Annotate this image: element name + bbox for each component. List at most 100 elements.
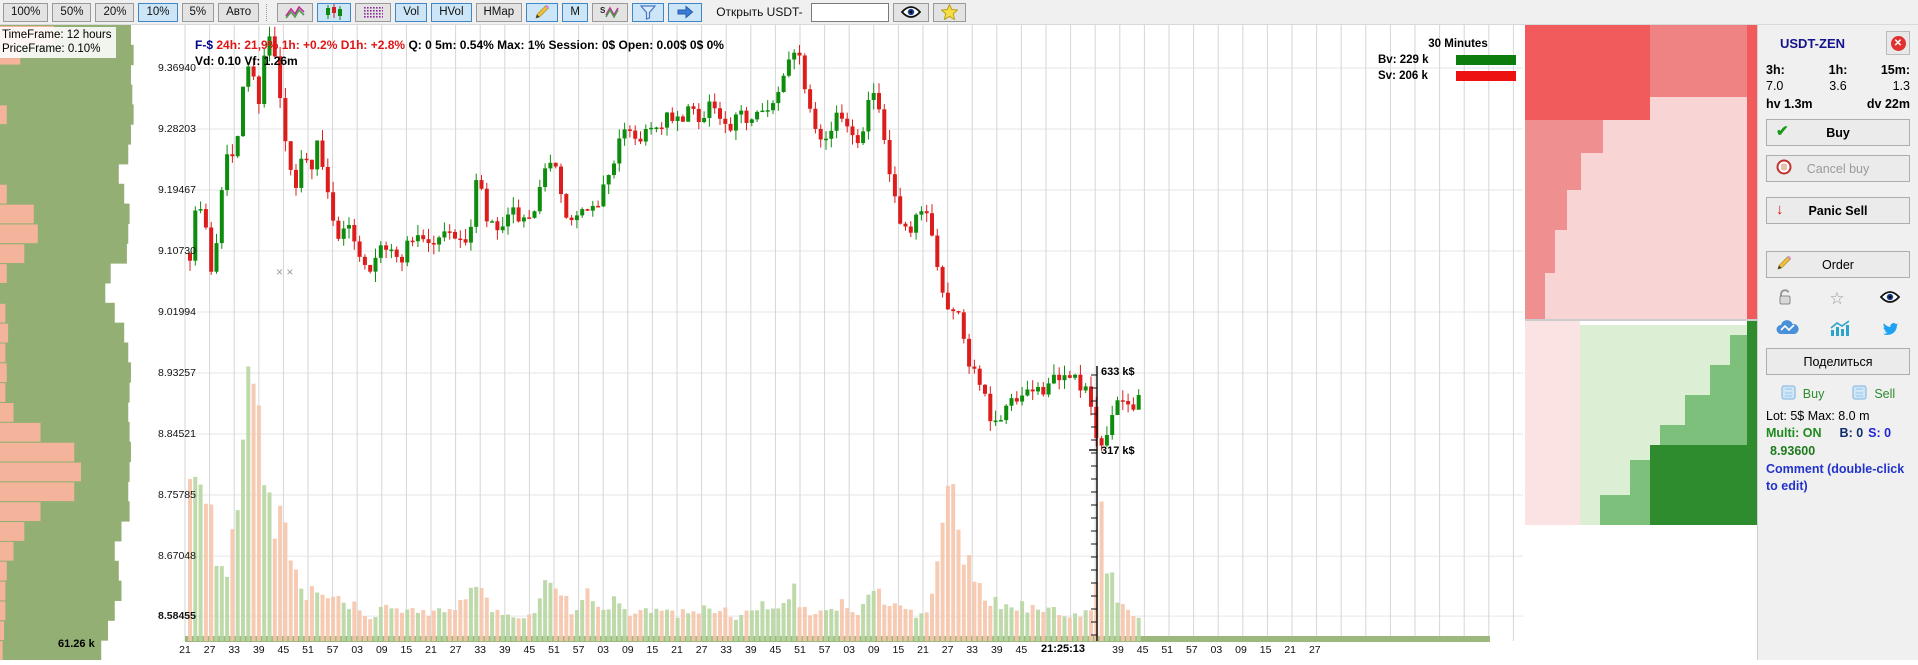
pencil-icon[interactable] xyxy=(526,2,559,22)
symbol-label: F-$ xyxy=(195,38,213,52)
time-label: 27 xyxy=(449,644,462,656)
dotted-rows-icon[interactable] xyxy=(355,2,392,22)
price-label: 8.58455 xyxy=(158,610,196,623)
time-label: 09 xyxy=(867,644,880,656)
time-label: 03 xyxy=(597,644,610,656)
quick-sell-link[interactable]: Sell xyxy=(1874,387,1896,401)
price-label: 8.67048 xyxy=(158,550,196,563)
toolbar-button-50pct[interactable]: 50% xyxy=(52,2,92,22)
price-label: 8.93257 xyxy=(158,367,196,380)
candlestick-chart[interactable]: 633 k$ 317 k$ × × xyxy=(150,25,1525,660)
toolbar-button-m[interactable]: M xyxy=(562,2,589,22)
toolbar-button-10pct[interactable]: 10% xyxy=(138,2,178,22)
toolbar-button-5pct[interactable]: 5% xyxy=(181,2,215,22)
toolbar-button-авто[interactable]: Авто xyxy=(218,2,260,22)
priceframe-label: PriceFrame: 0.10% xyxy=(2,43,101,55)
stat-15m-value: 1.3 xyxy=(1892,79,1910,93)
change-stats: 24h: 21,9% 1h: +0.2% D1h: +2.8% xyxy=(216,38,406,52)
time-label: 03 xyxy=(843,644,856,656)
orderbook-depth-panel[interactable] xyxy=(1525,25,1757,660)
time-label: 21 xyxy=(671,644,683,656)
time-label: 45 xyxy=(523,644,536,656)
time-label: 45 xyxy=(769,644,782,656)
stop-hand-icon xyxy=(1776,159,1792,178)
current-price: 8.93600 xyxy=(1770,444,1816,458)
legend-title: 30 Minutes xyxy=(1428,38,1488,50)
chart-header: F-$ 24h: 21,9% 1h: +0.2% D1h: +2.8% Q: 0… xyxy=(195,38,724,52)
ice-cube-icon-sell[interactable] xyxy=(1852,385,1867,403)
time-label: 15 xyxy=(400,644,413,656)
buy-button[interactable]: ✔ Buy xyxy=(1766,119,1910,146)
ice-cube-icon-buy[interactable] xyxy=(1781,385,1796,403)
time-label: 39 xyxy=(252,644,265,656)
share-button[interactable]: Поделиться xyxy=(1766,348,1910,375)
time-label: 15 xyxy=(892,644,905,656)
lock-icon[interactable] xyxy=(1776,288,1794,309)
time-label: 21 xyxy=(1284,644,1297,656)
sell-volume-swatch xyxy=(1456,71,1516,81)
trend-lines-icon[interactable] xyxy=(277,2,314,22)
toolbar: 100% 50% 20% 10% 5% Авто Vol HVol HMap M S Открыть … xyxy=(0,0,1918,25)
toolbar-button-20pct[interactable]: 20% xyxy=(95,2,135,22)
watch-eye-icon[interactable] xyxy=(1879,289,1901,308)
order-label: Order xyxy=(1822,257,1854,272)
buy-button-label: Buy xyxy=(1826,125,1850,140)
left-volume-profile[interactable]: TimeFrame: 12 hours PriceFrame: 0.10% 61… xyxy=(0,25,150,661)
time-label: 09 xyxy=(375,644,388,656)
comment-field[interactable]: Comment (double-click to edit) xyxy=(1766,462,1905,493)
toolbar-button-100pct[interactable]: 100% xyxy=(3,2,49,22)
time-label: 27 xyxy=(1308,644,1321,656)
favorite-star-icon[interactable]: ☆ xyxy=(1829,288,1845,308)
time-label: 57 xyxy=(572,644,585,656)
lot-info: Lot: 5$ Max: 8.0 m xyxy=(1766,409,1870,423)
buy-count: B: 0 xyxy=(1839,426,1864,440)
buy-volume-swatch xyxy=(1456,55,1516,65)
volume-bars-layer xyxy=(188,366,1141,641)
price-label: 9.36940 xyxy=(158,62,196,74)
order-button[interactable]: Order xyxy=(1766,251,1910,278)
stat-1h-value: 3.6 xyxy=(1829,79,1847,93)
panic-sell-button[interactable]: ↓ Panic Sell xyxy=(1766,197,1910,224)
toolbar-button-hmap[interactable]: HMap xyxy=(475,2,523,22)
time-label: 39 xyxy=(498,644,511,656)
time-label: 51 xyxy=(1161,644,1174,656)
toolbar-button-hvol[interactable]: HVol xyxy=(431,2,472,22)
arrow-right-icon[interactable] xyxy=(668,2,703,22)
time-label: 33 xyxy=(966,644,979,656)
pencil-icon xyxy=(1776,255,1792,274)
time-label: 27 xyxy=(941,644,954,656)
filter-icon[interactable] xyxy=(632,2,665,22)
check-icon: ✔ xyxy=(1776,123,1789,140)
cloud-icon[interactable] xyxy=(1776,319,1800,340)
time-label: 57 xyxy=(326,644,339,656)
time-label: 21 xyxy=(179,644,191,656)
cursor-marks: × × xyxy=(276,265,293,279)
cancel-buy-button[interactable]: Cancel buy xyxy=(1766,155,1910,182)
quick-buy-link[interactable]: Buy xyxy=(1802,387,1825,401)
toolbar-button-vol[interactable]: Vol xyxy=(395,2,428,22)
pair-search-input[interactable] xyxy=(810,2,889,22)
sv-lines-icon[interactable]: S xyxy=(592,2,629,22)
time-label: 27 xyxy=(695,644,708,656)
price-label: 9.19467 xyxy=(158,184,196,197)
hourly-volume: hv 1.3m xyxy=(1766,97,1813,111)
timeframe-label: TimeFrame: 12 hours xyxy=(2,29,112,41)
cancel-buy-label: Cancel buy xyxy=(1806,161,1870,176)
time-label: 51 xyxy=(302,644,314,656)
stats-chart-icon[interactable] xyxy=(1829,319,1851,340)
svg-text:S: S xyxy=(600,6,606,15)
measure-label: 317 k$ xyxy=(1101,445,1135,457)
toolbar-eye-icon[interactable] xyxy=(892,2,929,22)
time-label: 27 xyxy=(203,644,216,656)
price-label: 9.01994 xyxy=(158,306,196,319)
time-label: 03 xyxy=(1210,644,1223,656)
toolbar-star-icon[interactable] xyxy=(932,2,966,22)
time-label: 51 xyxy=(794,644,806,656)
candles-icon[interactable] xyxy=(317,2,352,22)
depth-histogram xyxy=(1525,25,1757,525)
candles-layer xyxy=(188,26,1141,451)
candlestick-chart-area[interactable]: 633 k$ 317 k$ × × 9.36940 9.28203 9.19467 9.1… xyxy=(150,25,1525,660)
twitter-icon[interactable] xyxy=(1880,320,1900,340)
timeframe-overlay: TimeFrame: 12 hours PriceFrame: 0.10% xyxy=(0,27,116,58)
close-panel-button[interactable]: ✕ xyxy=(1886,31,1910,55)
